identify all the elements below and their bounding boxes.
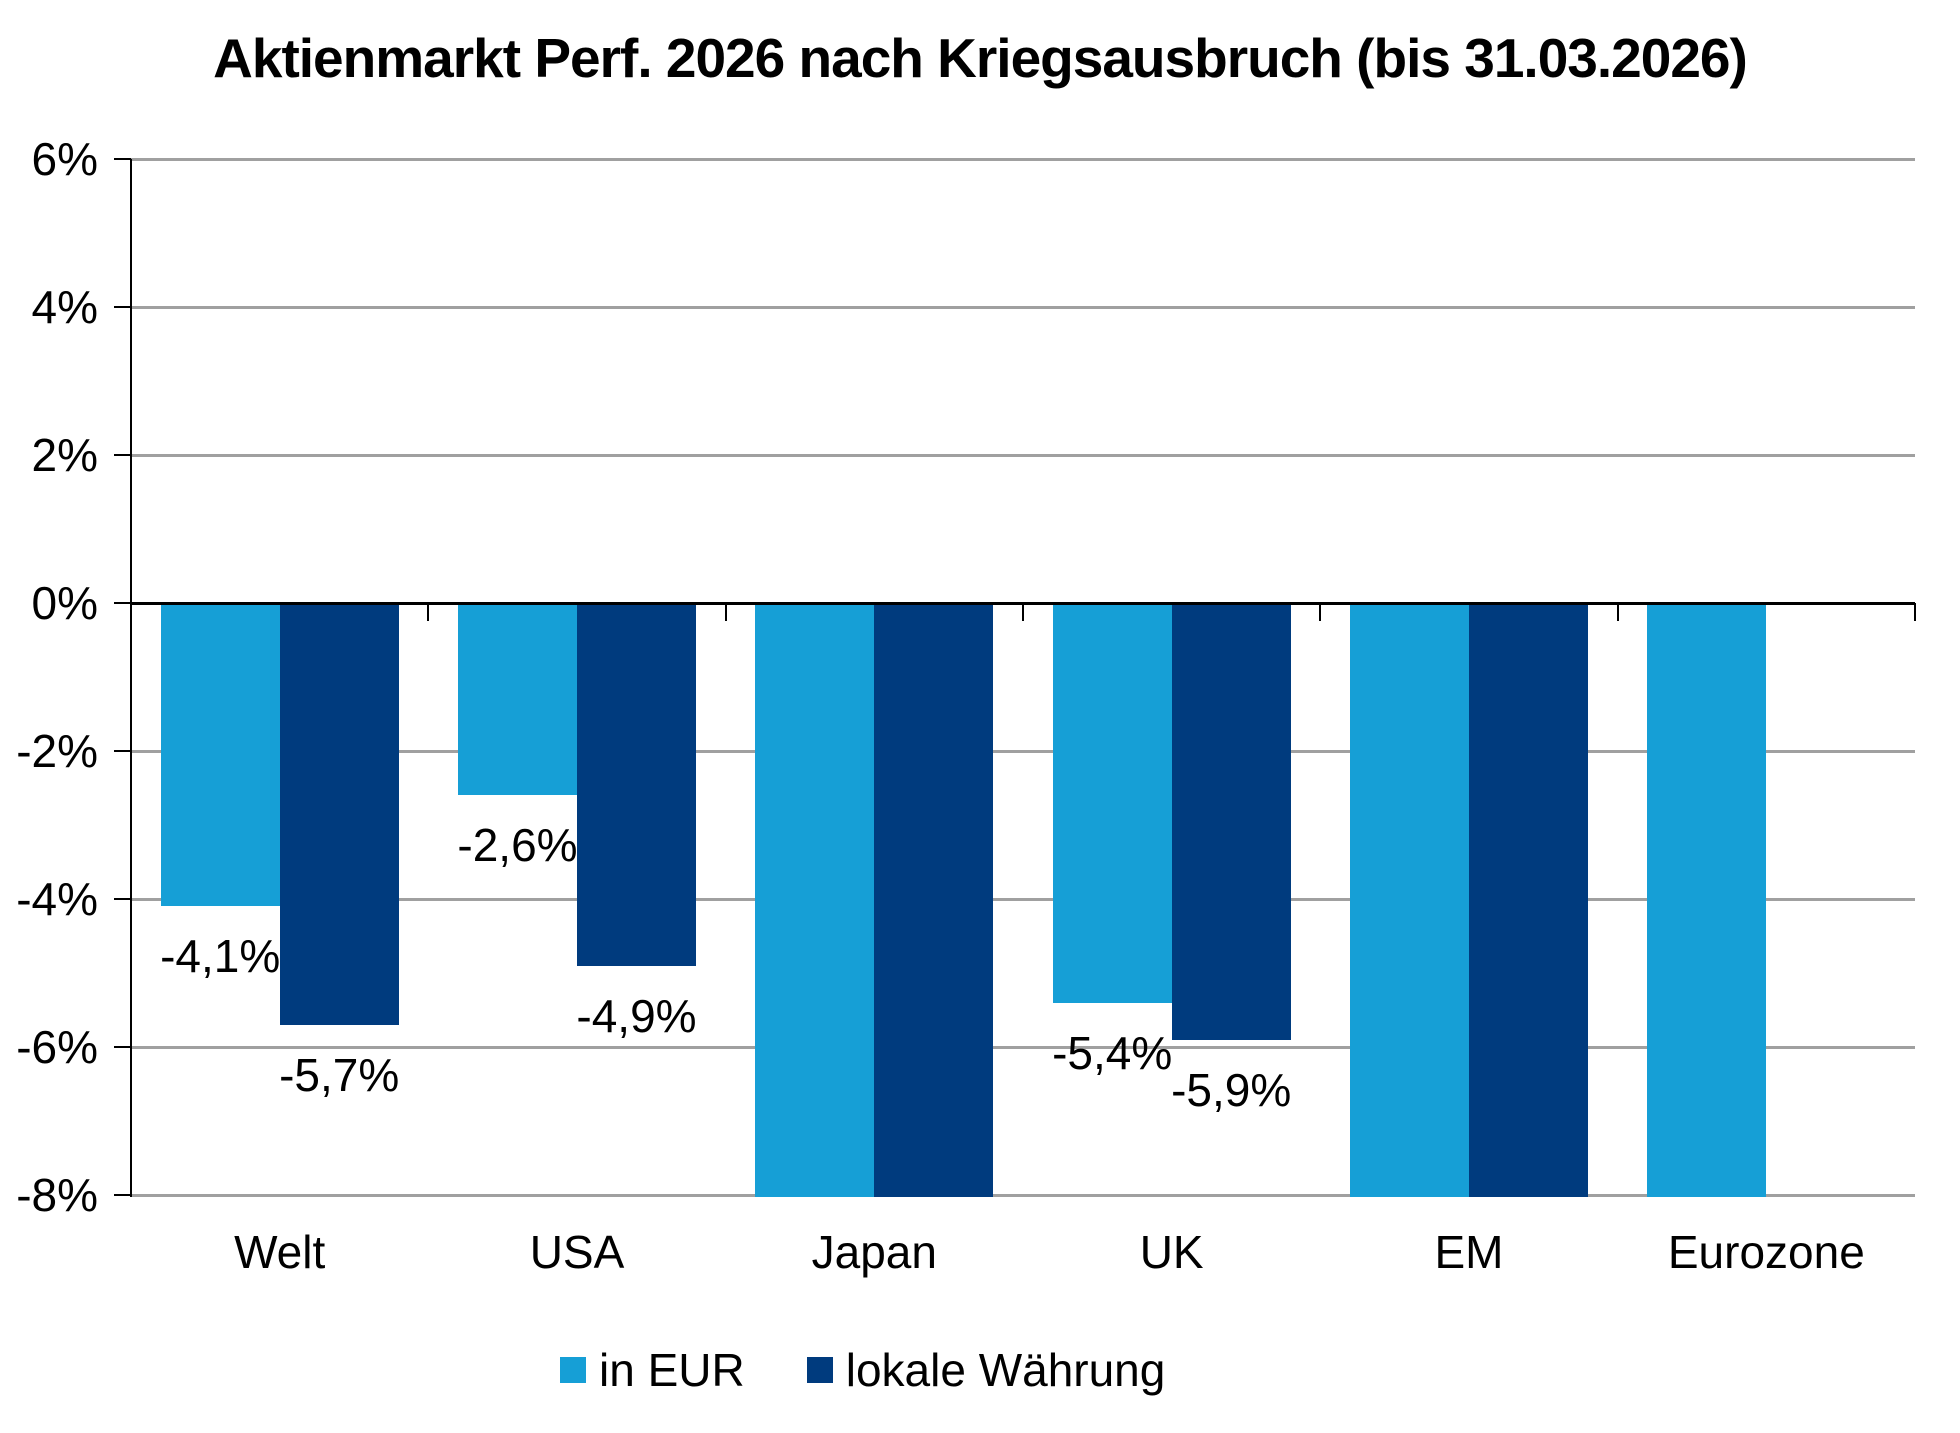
gridline-6% [131, 157, 1915, 161]
x-tick-mark [1616, 603, 1619, 621]
y-axis-label-6%: 6% [31, 133, 98, 185]
y-axis-label-2%: 2% [31, 429, 98, 481]
bar-EM-in EUR [1350, 603, 1469, 1197]
category-label-Japan: Japan [811, 1226, 937, 1278]
gridline--4% [131, 897, 1915, 901]
bar-Welt-lokale Währung [279, 603, 399, 1025]
y-axis-label-4%: 4% [31, 281, 98, 333]
x-tick-mark [1319, 603, 1322, 621]
y-axis-line [130, 159, 132, 1197]
category-label-USA: USA [529, 1226, 625, 1278]
bar-Japan-lokale Währung [874, 603, 994, 1197]
y-axis-label--6%: -6% [16, 1021, 98, 1073]
bar-UK-lokale Währung [1171, 603, 1291, 1040]
gridline--6% [131, 1045, 1915, 1049]
x-tick-mark [724, 603, 727, 621]
bar-value-label: -5,4% [1052, 1026, 1173, 1079]
gridline-2% [131, 453, 1915, 457]
y-tick-mark [114, 1046, 131, 1048]
x-tick-mark [1914, 603, 1916, 621]
x-tick-mark [1022, 603, 1024, 621]
bar-Japan-in EUR [755, 603, 875, 1197]
y-axis-label--4%: -4% [16, 873, 98, 925]
y-tick-mark [114, 898, 131, 900]
bar-value-label: -5,7% [279, 1048, 400, 1101]
category-label-UK: UK [1139, 1226, 1204, 1278]
y-axis-label-0%: 0% [31, 577, 98, 629]
y-tick-mark [114, 602, 131, 604]
gridline--2% [131, 749, 1915, 753]
bar-USA-lokale Währung [577, 603, 696, 966]
bar-value-label: -4,1% [160, 930, 281, 983]
y-tick-mark [114, 158, 131, 160]
bar-value-label: -5,9% [1171, 1063, 1292, 1116]
legend-swatch-icon [806, 1357, 833, 1383]
category-label-Eurozone: Eurozone [1667, 1226, 1865, 1278]
y-tick-mark [114, 306, 131, 308]
bar-USA-in EUR [458, 603, 577, 796]
category-label-EM: EM [1434, 1226, 1504, 1278]
x-tick-mark [427, 603, 430, 621]
legend-item-lokale Währung: lokale Währung [806, 1344, 1166, 1396]
legend: in EUR lokale Währung [560, 1346, 1165, 1394]
y-tick-mark [114, 454, 131, 456]
bar-value-label: -4,9% [576, 989, 697, 1042]
bar-Welt-in EUR [160, 603, 280, 907]
legend-item-in EUR: in EUR [560, 1346, 745, 1394]
x-tick-mark [130, 603, 132, 621]
bar-Eurozone-in EUR [1647, 603, 1767, 1197]
chart-title: Aktienmarkt Perf. 2026 nach Kriegsausbru… [213, 27, 1748, 89]
bar-value-label: -2,6% [457, 819, 578, 872]
bar-UK-in EUR [1052, 603, 1172, 1003]
gridline-4% [131, 305, 1915, 309]
y-tick-mark [114, 750, 131, 752]
legend-label: in EUR [599, 1344, 745, 1396]
bar-EM-lokale Währung [1469, 603, 1588, 1197]
category-label-Welt: Welt [234, 1226, 326, 1278]
y-axis-label--8%: -8% [16, 1169, 98, 1221]
y-axis-label--2%: -2% [16, 725, 98, 777]
legend-label: lokale Währung [845, 1344, 1166, 1396]
gridline--8% [131, 1193, 1915, 1197]
y-tick-mark [114, 1194, 131, 1196]
legend-swatch-icon [560, 1357, 586, 1383]
